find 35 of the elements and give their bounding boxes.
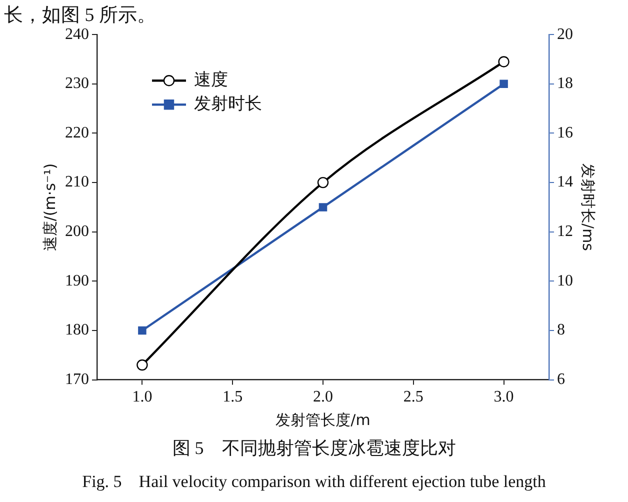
point [317, 176, 329, 188]
y2-axis-title: 发射时长/ms [579, 163, 598, 252]
point [136, 359, 148, 371]
y-tick-label: 210 [65, 174, 89, 191]
text: 长，如图 5 所示。 [4, 5, 156, 26]
legend-label: 发射时长 [194, 94, 262, 114]
y2-tick-label: 14 [557, 174, 573, 191]
y2-tick-label: 18 [557, 75, 573, 92]
point [318, 203, 328, 212]
y-tick-label: 220 [65, 124, 89, 142]
point [500, 80, 508, 88]
caption: 图 5 不同抛射管长度冰雹速度比对 [171, 437, 457, 460]
x-tick-label: 3.0 [494, 388, 514, 406]
y-tick-label: 240 [65, 26, 89, 43]
y-tick-label: 230 [65, 75, 89, 92]
y-tick-label: 170 [65, 371, 89, 388]
x-tick-label: 1.0 [132, 388, 152, 406]
y-tick-label: 200 [65, 223, 89, 240]
y-tick-label: 180 [65, 322, 89, 339]
x-axis-title: 发射管长度/m [276, 410, 370, 429]
point [138, 326, 146, 335]
y2-tick-label: 6 [557, 371, 565, 388]
caption: Fig. 5 Hail velocity comparison with different ejection tube length [81, 471, 547, 493]
y2-tick-label: 8 [557, 322, 565, 339]
y-tick-label: 190 [65, 272, 89, 290]
y2-tick-label: 12 [557, 223, 573, 240]
y2-tick-label: 20 [557, 26, 573, 43]
point [498, 56, 510, 68]
y2-tick-label: 16 [557, 124, 573, 142]
legend-label: 速度 [194, 70, 228, 90]
x-tick-label: 2.0 [313, 388, 333, 406]
y2-tick-label: 10 [557, 272, 573, 290]
x-tick-label: 2.5 [403, 388, 424, 406]
x-tick-label: 1.5 [222, 388, 243, 406]
y-axis-title: 速度/(m·s⁻¹) [40, 163, 59, 252]
